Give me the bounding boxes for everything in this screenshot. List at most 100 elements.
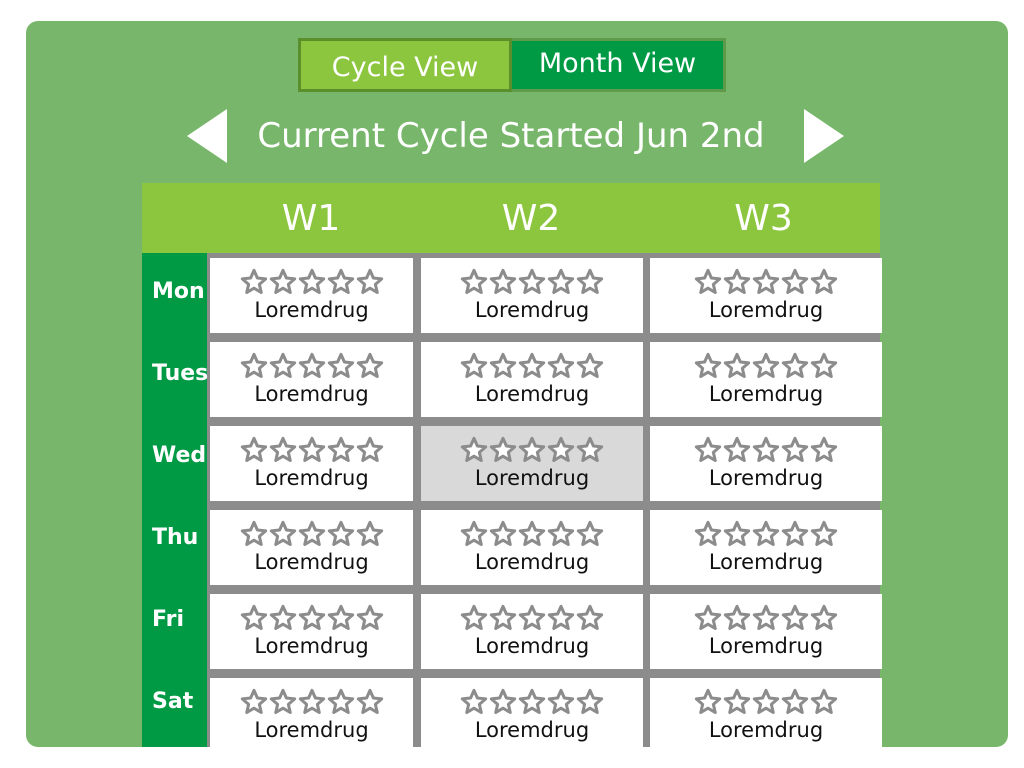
star-rating[interactable] bbox=[240, 604, 384, 632]
star-outline-icon[interactable] bbox=[298, 352, 326, 380]
star-outline-icon[interactable] bbox=[240, 604, 268, 632]
star-outline-icon[interactable] bbox=[810, 352, 838, 380]
star-outline-icon[interactable] bbox=[327, 604, 355, 632]
star-outline-icon[interactable] bbox=[327, 352, 355, 380]
star-outline-icon[interactable] bbox=[723, 520, 751, 548]
star-outline-icon[interactable] bbox=[810, 604, 838, 632]
calendar-cell-wed-w2[interactable]: Loremdrug bbox=[421, 426, 643, 501]
star-outline-icon[interactable] bbox=[356, 520, 384, 548]
star-outline-icon[interactable] bbox=[518, 688, 546, 716]
star-outline-icon[interactable] bbox=[298, 604, 326, 632]
calendar-cell-sat-w3[interactable]: Loremdrug bbox=[650, 678, 882, 747]
star-outline-icon[interactable] bbox=[810, 520, 838, 548]
calendar-cell-mon-w3[interactable]: Loremdrug bbox=[650, 258, 882, 333]
calendar-cell-tues-w2[interactable]: Loremdrug bbox=[421, 342, 643, 417]
star-outline-icon[interactable] bbox=[240, 436, 268, 464]
star-outline-icon[interactable] bbox=[460, 688, 488, 716]
tab-month-view[interactable]: Month View bbox=[512, 38, 726, 92]
star-outline-icon[interactable] bbox=[240, 520, 268, 548]
star-outline-icon[interactable] bbox=[810, 436, 838, 464]
calendar-cell-sat-w2[interactable]: Loremdrug bbox=[421, 678, 643, 747]
star-rating[interactable] bbox=[694, 688, 838, 716]
calendar-cell-tues-w3[interactable]: Loremdrug bbox=[650, 342, 882, 417]
calendar-cell-thu-w1[interactable]: Loremdrug bbox=[210, 510, 413, 585]
calendar-cell-wed-w3[interactable]: Loremdrug bbox=[650, 426, 882, 501]
star-outline-icon[interactable] bbox=[694, 520, 722, 548]
star-outline-icon[interactable] bbox=[781, 436, 809, 464]
star-outline-icon[interactable] bbox=[518, 352, 546, 380]
star-outline-icon[interactable] bbox=[298, 268, 326, 296]
star-outline-icon[interactable] bbox=[723, 352, 751, 380]
star-outline-icon[interactable] bbox=[518, 604, 546, 632]
star-outline-icon[interactable] bbox=[518, 520, 546, 548]
star-rating[interactable] bbox=[460, 604, 604, 632]
star-rating[interactable] bbox=[460, 520, 604, 548]
star-rating[interactable] bbox=[460, 688, 604, 716]
star-outline-icon[interactable] bbox=[781, 268, 809, 296]
star-outline-icon[interactable] bbox=[810, 268, 838, 296]
star-outline-icon[interactable] bbox=[356, 604, 384, 632]
star-outline-icon[interactable] bbox=[356, 688, 384, 716]
previous-cycle-arrow-icon[interactable] bbox=[187, 109, 227, 163]
star-outline-icon[interactable] bbox=[752, 688, 780, 716]
star-outline-icon[interactable] bbox=[723, 436, 751, 464]
star-outline-icon[interactable] bbox=[356, 436, 384, 464]
star-outline-icon[interactable] bbox=[489, 352, 517, 380]
star-outline-icon[interactable] bbox=[240, 352, 268, 380]
star-rating[interactable] bbox=[460, 352, 604, 380]
star-outline-icon[interactable] bbox=[781, 352, 809, 380]
calendar-cell-fri-w3[interactable]: Loremdrug bbox=[650, 594, 882, 669]
star-outline-icon[interactable] bbox=[576, 436, 604, 464]
star-outline-icon[interactable] bbox=[327, 688, 355, 716]
star-outline-icon[interactable] bbox=[547, 604, 575, 632]
star-outline-icon[interactable] bbox=[810, 688, 838, 716]
star-outline-icon[interactable] bbox=[723, 604, 751, 632]
star-outline-icon[interactable] bbox=[489, 268, 517, 296]
star-outline-icon[interactable] bbox=[356, 268, 384, 296]
star-rating[interactable] bbox=[694, 352, 838, 380]
star-outline-icon[interactable] bbox=[547, 352, 575, 380]
star-outline-icon[interactable] bbox=[576, 268, 604, 296]
star-outline-icon[interactable] bbox=[269, 604, 297, 632]
calendar-cell-tues-w1[interactable]: Loremdrug bbox=[210, 342, 413, 417]
star-outline-icon[interactable] bbox=[547, 436, 575, 464]
calendar-cell-fri-w2[interactable]: Loremdrug bbox=[421, 594, 643, 669]
star-outline-icon[interactable] bbox=[240, 268, 268, 296]
star-outline-icon[interactable] bbox=[752, 436, 780, 464]
star-outline-icon[interactable] bbox=[576, 688, 604, 716]
star-outline-icon[interactable] bbox=[781, 688, 809, 716]
calendar-cell-wed-w1[interactable]: Loremdrug bbox=[210, 426, 413, 501]
star-rating[interactable] bbox=[460, 268, 604, 296]
star-outline-icon[interactable] bbox=[694, 436, 722, 464]
star-rating[interactable] bbox=[694, 604, 838, 632]
star-rating[interactable] bbox=[460, 436, 604, 464]
star-outline-icon[interactable] bbox=[460, 520, 488, 548]
star-outline-icon[interactable] bbox=[576, 604, 604, 632]
star-outline-icon[interactable] bbox=[489, 688, 517, 716]
star-outline-icon[interactable] bbox=[460, 352, 488, 380]
calendar-cell-mon-w1[interactable]: Loremdrug bbox=[210, 258, 413, 333]
star-outline-icon[interactable] bbox=[694, 688, 722, 716]
star-outline-icon[interactable] bbox=[781, 604, 809, 632]
tab-cycle-view[interactable]: Cycle View bbox=[298, 38, 512, 92]
star-outline-icon[interactable] bbox=[269, 520, 297, 548]
star-outline-icon[interactable] bbox=[694, 352, 722, 380]
calendar-cell-fri-w1[interactable]: Loremdrug bbox=[210, 594, 413, 669]
star-outline-icon[interactable] bbox=[298, 436, 326, 464]
star-outline-icon[interactable] bbox=[752, 604, 780, 632]
star-outline-icon[interactable] bbox=[489, 604, 517, 632]
star-rating[interactable] bbox=[694, 268, 838, 296]
star-outline-icon[interactable] bbox=[269, 268, 297, 296]
star-outline-icon[interactable] bbox=[723, 688, 751, 716]
star-outline-icon[interactable] bbox=[489, 520, 517, 548]
star-outline-icon[interactable] bbox=[356, 352, 384, 380]
star-rating[interactable] bbox=[240, 268, 384, 296]
star-outline-icon[interactable] bbox=[269, 688, 297, 716]
calendar-cell-thu-w3[interactable]: Loremdrug bbox=[650, 510, 882, 585]
star-outline-icon[interactable] bbox=[518, 268, 546, 296]
star-outline-icon[interactable] bbox=[240, 688, 268, 716]
star-rating[interactable] bbox=[694, 436, 838, 464]
star-outline-icon[interactable] bbox=[460, 604, 488, 632]
star-outline-icon[interactable] bbox=[269, 436, 297, 464]
star-outline-icon[interactable] bbox=[694, 604, 722, 632]
